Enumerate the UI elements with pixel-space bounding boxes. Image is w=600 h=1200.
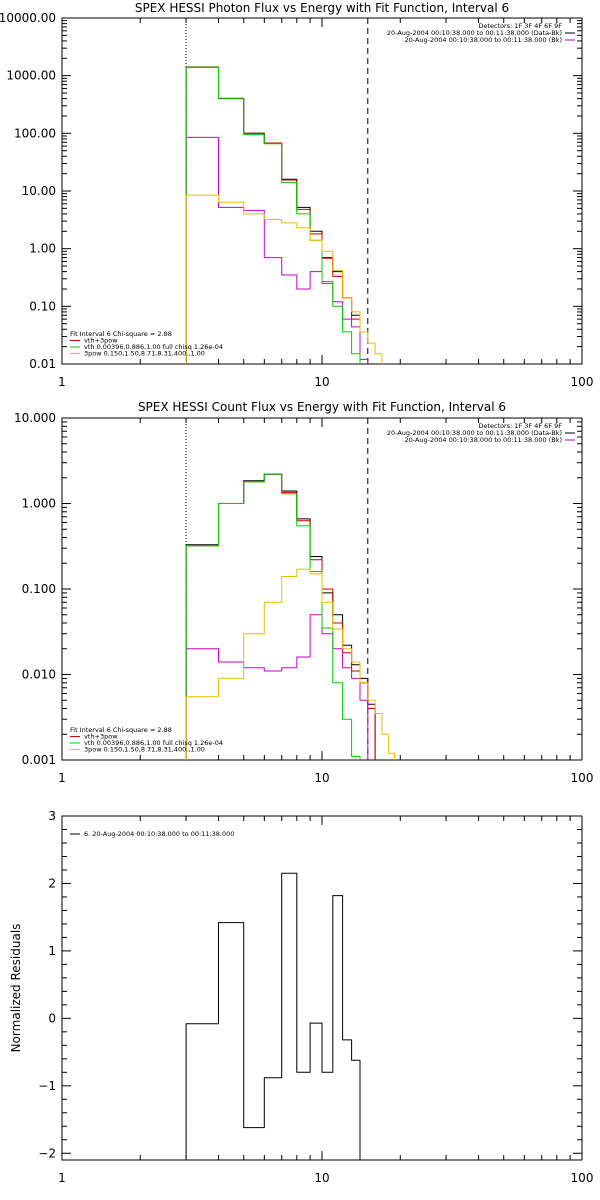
x-tick-label: 1	[58, 1171, 66, 1185]
x-tick-label: 100	[571, 771, 594, 785]
series-line-vth	[185, 66, 361, 364]
x-tick-label: 10	[314, 1171, 329, 1185]
y-tick-label: 1	[48, 944, 56, 958]
chart-panel-2: SPEX HESSI Count Flux vs Energy with Fit…	[14, 400, 594, 785]
plot-frame	[61, 17, 583, 365]
x-tick-label: 10	[314, 771, 329, 785]
y-tick-label: 1000.00	[6, 69, 56, 83]
x-tick-label: 100	[571, 375, 594, 389]
chart-panel-1: SPEX HESSI Photon Flux vs Energy with Fi…	[0, 1, 593, 389]
y-tick-label: 1.00	[29, 242, 56, 256]
legend-left-text: 3pow 0.150,1.50,8.71,8.31,400.,1.00	[84, 746, 205, 754]
legend-left-text: Fit Interval 6 Chi-square = 2.88	[70, 726, 172, 734]
y-tick-label: 2	[48, 876, 56, 890]
y-tick-label: 100.00	[14, 126, 56, 140]
chart-title: SPEX HESSI Count Flux vs Energy with Fit…	[138, 400, 506, 414]
legend-right-text: 20-Aug-2004 00:10:38.000 to 00:11:38.000…	[405, 436, 562, 444]
y-tick-label: 10000.00	[0, 11, 56, 25]
series-line-vth-3pow	[185, 473, 376, 760]
x-tick-label: 1	[58, 771, 66, 785]
y-tick-label: −1	[38, 1079, 56, 1093]
legend-left-text: vth+3pow	[84, 733, 118, 741]
series-line-data-bk	[185, 473, 376, 760]
legend-left-text: 6. 20-Aug-2004 00:10:38.000 to 00:11:38.…	[84, 830, 234, 838]
chart-panel-3: Normalized Residuals 1 10 100 −2 −1 0 1 2 3 6. 20-…	[9, 809, 593, 1185]
y-tick-label: 0	[48, 1011, 56, 1025]
y-tick-label: 0.001	[22, 753, 56, 767]
legend-left-text: vth+3pow	[84, 337, 118, 345]
y-tick-label: 1.000	[22, 497, 56, 511]
x-tick-label: 100	[571, 1171, 594, 1185]
series-line-vth-3pow	[185, 66, 361, 364]
x-tick-label: 1	[58, 375, 66, 389]
legend-left-text: vth 0.00396,0.886,1.00 full chisq 1.26e-…	[84, 739, 223, 747]
series-line-data-bk	[185, 66, 361, 364]
y-tick-label: 10.00	[22, 184, 56, 198]
y-tick-label: 0.01	[29, 357, 56, 371]
y-tick-label: 3	[48, 809, 56, 823]
x-tick-label: 10	[314, 375, 329, 389]
plot-frame	[61, 815, 583, 1161]
series-line-3pow	[185, 194, 383, 364]
legend-right-text: 20-Aug-2004 00:10:38.000 to 00:11:38.000…	[387, 429, 562, 437]
chart-title: SPEX HESSI Photon Flux vs Energy with Fi…	[135, 1, 509, 15]
y-tick-label: 0.10	[29, 299, 56, 313]
legend-left-text: vth 0.00396,0.886,1.00 full chisq 1.26e-…	[84, 343, 223, 351]
y-tick-label: 0.100	[22, 582, 56, 596]
series-line-vth	[185, 473, 361, 760]
legend-left-text: 3pow 0.150,1.50,8.71,8.31,400.,1.00	[84, 350, 205, 358]
y-tick-label: 10.000	[14, 411, 56, 425]
legend-right-text: Detectors: 1F 3F 4F 6F 9F	[478, 22, 562, 30]
y-axis-label: Normalized Residuals	[9, 924, 23, 1053]
series-line-6-20-aug-2004-00-10-38-000-to-00-11-38-000	[185, 872, 361, 1160]
y-tick-label: 0.010	[22, 668, 56, 682]
series-line-bk	[185, 614, 369, 760]
series-line-3pow	[185, 568, 395, 760]
y-tick-label: −2	[38, 1146, 56, 1160]
legend-right-text: 20-Aug-2004 00:10:38.000 to 00:11:38.000…	[387, 29, 562, 37]
legend-right-text: 20-Aug-2004 00:10:38.000 to 00:11:38.000…	[405, 36, 562, 44]
legend-left-text: Fit Interval 6 Chi-square = 2.88	[70, 330, 172, 338]
legend-right-text: Detectors: 1F 3F 4F 6F 9F	[478, 422, 562, 430]
